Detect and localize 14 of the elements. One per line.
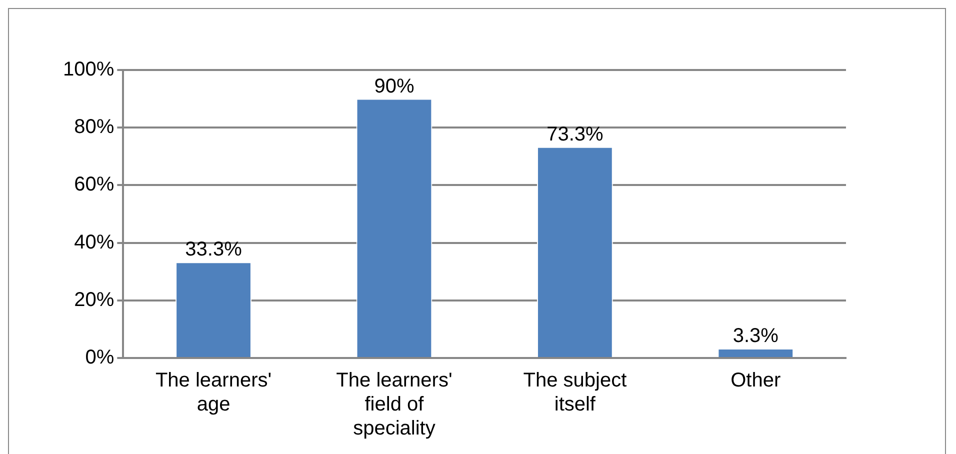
x-tick-label: The learners' age xyxy=(155,370,272,416)
x-tick-label: The learners' field of speciality xyxy=(336,370,452,440)
y-tick-label: 80% xyxy=(74,116,114,138)
y-tick-label: 20% xyxy=(74,288,114,311)
data-label: 33.3% xyxy=(185,238,242,261)
x-tick-label: Other xyxy=(730,370,781,392)
y-tick-label: 40% xyxy=(74,231,114,254)
data-label: 73.3% xyxy=(546,123,604,146)
data-label: 90% xyxy=(374,75,414,98)
y-tick-label: 0% xyxy=(85,346,114,369)
x-tick-label: The subject itself xyxy=(523,370,628,416)
y-tick-label: 100% xyxy=(62,58,114,81)
data-label: 3.3% xyxy=(732,325,779,348)
y-tick-label: 60% xyxy=(74,174,114,196)
